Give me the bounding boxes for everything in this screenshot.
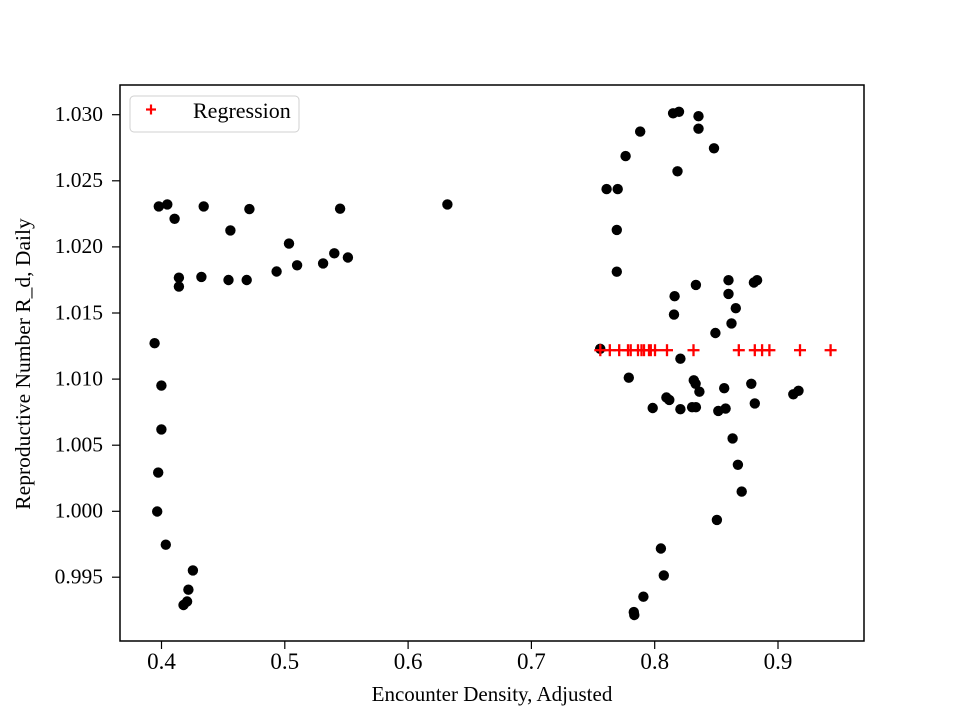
svg-text:0.6: 0.6 xyxy=(394,649,423,674)
svg-text:0.8: 0.8 xyxy=(640,649,669,674)
svg-text:0.4: 0.4 xyxy=(147,649,176,674)
svg-text:0.7: 0.7 xyxy=(517,649,546,674)
svg-text:Encounter Density, Adjusted: Encounter Density, Adjusted xyxy=(372,682,613,706)
svg-text:0.9: 0.9 xyxy=(764,649,793,674)
svg-text:0.995: 0.995 xyxy=(55,565,103,589)
svg-text:1.010: 1.010 xyxy=(55,366,103,390)
svg-text:1.020: 1.020 xyxy=(55,234,103,258)
svg-text:Regression: Regression xyxy=(193,98,291,123)
svg-text:Reproductive Number R_d, Daily: Reproductive Number R_d, Daily xyxy=(11,218,35,510)
svg-text:1.025: 1.025 xyxy=(55,168,103,192)
svg-text:1.030: 1.030 xyxy=(55,102,103,126)
svg-text:0.5: 0.5 xyxy=(270,649,299,674)
svg-text:1.005: 1.005 xyxy=(55,433,103,457)
svg-text:1.015: 1.015 xyxy=(55,300,103,324)
svg-text:1.000: 1.000 xyxy=(55,499,103,523)
